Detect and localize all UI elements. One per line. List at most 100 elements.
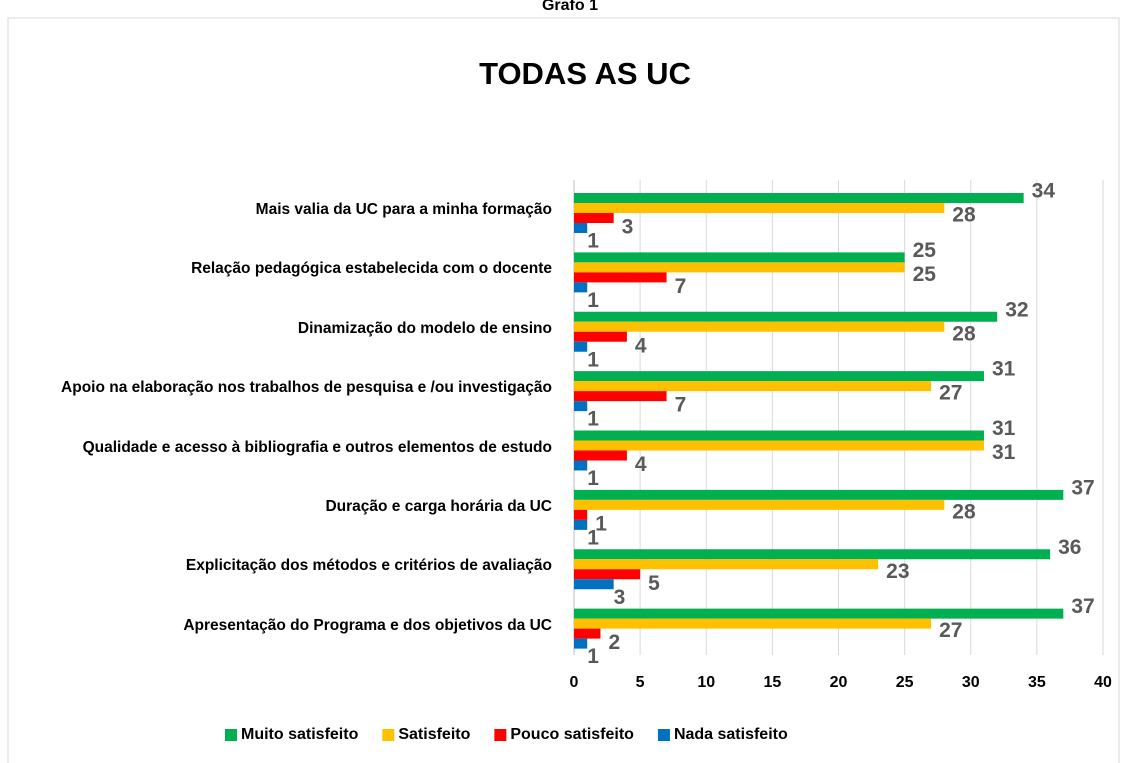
value-label: 5 (648, 572, 660, 595)
value-label: 31 (992, 441, 1016, 464)
caption: Grafo 1 (542, 0, 598, 14)
category-text: Apresentação do Programa e dos objetivos… (183, 616, 552, 634)
bar (574, 628, 601, 639)
value-label: 32 (1005, 298, 1028, 321)
bar (574, 371, 984, 382)
value-label: 28 (952, 322, 976, 345)
bar (574, 252, 905, 263)
bar (574, 549, 1051, 560)
x-tick-label: 0 (570, 674, 579, 691)
value-label: 1 (587, 467, 599, 490)
value-label: 23 (886, 560, 909, 583)
category-label: Apoio na elaboração nos trabalhos de pes… (52, 368, 552, 408)
category-text: Apoio na elaboração nos trabalhos de pes… (61, 379, 552, 397)
x-tick-label: 40 (1094, 674, 1112, 691)
bar (574, 282, 588, 293)
x-tick-label: 5 (636, 674, 645, 691)
x-tick-label: 25 (896, 674, 914, 691)
category-label: Relação pedagógica estabelecida com o do… (52, 249, 552, 289)
category-text: Mais valia da UC para a minha formação (255, 201, 552, 218)
bar (574, 381, 932, 392)
value-label: 31 (992, 417, 1016, 440)
value-label: 27 (939, 382, 962, 405)
value-label: 2 (608, 631, 620, 654)
value-label: 27 (939, 619, 962, 642)
legend-label: Muito satisfeito (241, 726, 359, 743)
category-label: Explicitação dos métodos e critérios de … (52, 546, 552, 586)
value-label: 34 (1032, 180, 1056, 203)
bar (574, 499, 945, 510)
x-tick-label: 20 (830, 674, 848, 691)
x-tick-label: 35 (1028, 674, 1046, 691)
value-label: 7 (675, 394, 687, 417)
value-label: 1 (587, 526, 599, 549)
bar (574, 321, 945, 332)
value-label: 4 (635, 334, 647, 357)
bar (574, 618, 932, 629)
legend-label: Pouco satisfeito (510, 726, 634, 743)
x-tick-label: 15 (763, 674, 781, 691)
value-label: 1 (587, 645, 599, 668)
bar (574, 262, 905, 273)
legend-swatch (657, 729, 670, 741)
legend-label: Satisfeito (398, 726, 470, 743)
bar (574, 559, 879, 570)
legend-label: Nada satisfeito (674, 726, 788, 743)
bar (574, 579, 614, 590)
value-label: 37 (1071, 595, 1094, 618)
bar (574, 509, 588, 520)
category-text: Dinamização do modelo de ensino (297, 319, 552, 337)
value-label: 1 (587, 289, 599, 312)
value-label: 31 (992, 358, 1016, 381)
value-label: 1 (587, 230, 599, 253)
value-label: 25 (913, 239, 937, 262)
value-label: 1 (587, 408, 599, 431)
bar (574, 638, 588, 649)
value-label: 28 (952, 500, 976, 523)
legend-swatch (225, 729, 237, 741)
bar (574, 213, 614, 223)
legend-swatch (382, 729, 395, 741)
category-label: Duração e carga horária da UC (52, 487, 552, 527)
bar (574, 311, 998, 322)
bar (574, 203, 945, 213)
bar (574, 489, 1064, 500)
value-label: 3 (614, 586, 626, 609)
category-text: Qualidade e acesso à bibliografia e outr… (82, 438, 552, 456)
bar (574, 193, 1024, 203)
bar (574, 440, 984, 451)
bar (574, 430, 984, 441)
bar (574, 223, 588, 233)
category-text: Explicitação dos métodos e critérios de … (185, 557, 552, 575)
value-label: 1 (587, 348, 599, 371)
bar (574, 569, 641, 580)
x-tick-label: 10 (697, 674, 715, 691)
value-label: 4 (635, 453, 647, 476)
bar (574, 391, 667, 402)
bar (574, 331, 627, 342)
chart-title: TODAS AS UC (479, 56, 691, 91)
bar (574, 608, 1064, 619)
category-label: Apresentação do Programa e dos objetivos… (52, 606, 552, 646)
bar (574, 519, 588, 530)
x-tick-label: 30 (962, 674, 980, 691)
bar (574, 450, 627, 461)
value-label: 3 (622, 216, 634, 239)
value-label: 37 (1071, 476, 1094, 499)
value-label: 7 (675, 275, 687, 298)
bar (574, 341, 588, 352)
value-label: 36 (1058, 536, 1081, 559)
value-label: 1 (595, 512, 607, 535)
category-text: Duração e carga horária da UC (325, 497, 552, 515)
category-label: Qualidade e acesso à bibliografia e outr… (52, 428, 552, 468)
bar (574, 460, 588, 471)
value-label: 28 (952, 204, 976, 227)
chart-border (7, 17, 1120, 763)
category-label: Dinamização do modelo de ensino (52, 309, 552, 349)
legend-swatch (494, 729, 507, 741)
bar (574, 401, 588, 412)
bar (574, 272, 667, 283)
category-label: Mais valia da UC para a minha formação (52, 190, 552, 230)
